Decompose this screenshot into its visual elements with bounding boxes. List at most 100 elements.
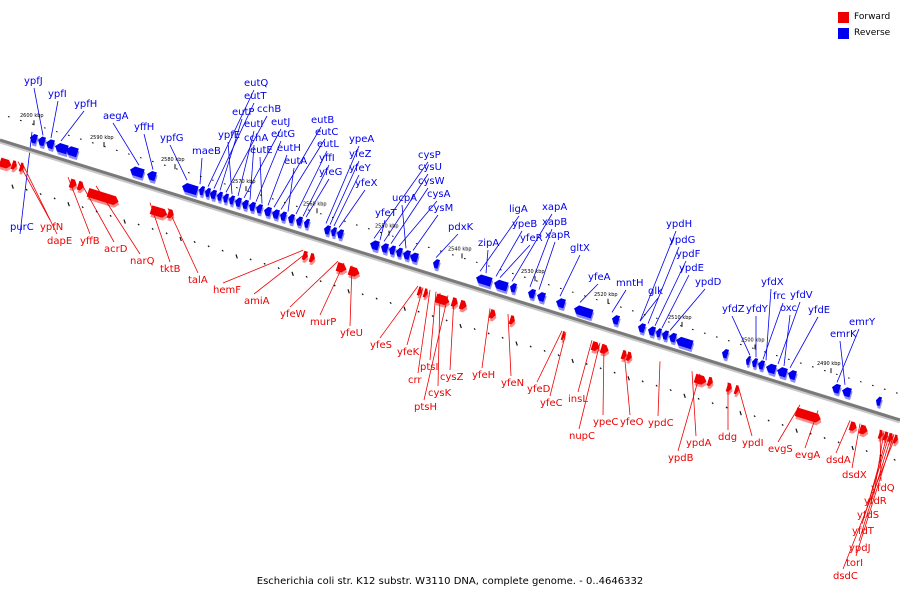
gene-label-insl[interactable]: insL	[568, 394, 588, 405]
reverse-gene-arrow[interactable]	[474, 273, 494, 290]
gene-label-yfea[interactable]: yfeA	[588, 272, 611, 283]
forward-gene-arrow[interactable]	[794, 407, 824, 426]
reverse-gene-arrow[interactable]	[830, 383, 842, 397]
reverse-gene-arrow[interactable]	[278, 211, 289, 224]
gene-label-eutj[interactable]: eutJ	[271, 117, 290, 128]
reverse-gene-arrow[interactable]	[674, 336, 695, 353]
gene-label-cysz[interactable]: cysZ	[440, 372, 464, 383]
gene-label-dsda[interactable]: dsdA	[826, 455, 851, 466]
reverse-gene-arrow[interactable]	[775, 366, 789, 381]
gene-label-frc[interactable]: frc	[773, 291, 786, 302]
reverse-gene-arrow[interactable]	[492, 279, 510, 295]
reverse-gene-arrow[interactable]	[394, 247, 405, 261]
forward-gene-arrow[interactable]	[590, 341, 602, 355]
forward-gene-arrow[interactable]	[458, 299, 470, 314]
forward-gene-arrow[interactable]	[434, 293, 452, 310]
gene-label-eutq[interactable]: eutQ	[244, 78, 268, 89]
gene-label-ypda[interactable]: ypdA	[686, 438, 712, 449]
gene-label-ypdj[interactable]: ypdJ	[849, 543, 871, 554]
gene-label-yfer[interactable]: yfeR	[520, 233, 543, 244]
gene-label-ypde[interactable]: ypdE	[679, 263, 704, 274]
gene-label-ddg[interactable]: ddg	[718, 432, 737, 443]
gene-label-euta[interactable]: eutA	[284, 156, 307, 167]
gene-label-yfex[interactable]: yfeX	[355, 178, 378, 189]
reverse-gene-arrow[interactable]	[401, 249, 413, 263]
reverse-gene-arrow[interactable]	[874, 396, 884, 409]
gene-label-dape[interactable]: dapE	[47, 236, 72, 247]
reverse-gene-arrow[interactable]	[208, 189, 219, 203]
gene-label-oxc[interactable]: oxc	[780, 303, 797, 314]
gene-label-yffb[interactable]: yffB	[80, 236, 100, 247]
forward-gene-arrow[interactable]	[706, 376, 716, 390]
gene-label-evgs[interactable]: evgS	[768, 444, 793, 455]
gene-label-yfdz[interactable]: yfdZ	[722, 304, 745, 315]
reverse-gene-arrow[interactable]	[233, 197, 244, 210]
reverse-gene-arrow[interactable]	[294, 216, 305, 229]
gene-label-nupc[interactable]: nupC	[569, 431, 595, 442]
gene-label-emry[interactable]: emrY	[849, 317, 876, 328]
gene-label-xapa[interactable]: xapA	[542, 202, 567, 213]
gene-label-amia[interactable]: amiA	[244, 296, 270, 307]
gene-label-yfec[interactable]: yfeC	[540, 398, 563, 409]
reverse-gene-arrow[interactable]	[227, 195, 237, 208]
gene-label-yfeu[interactable]: yfeU	[340, 328, 363, 339]
gene-label-crr[interactable]: crr	[408, 375, 422, 386]
gene-label-eutb[interactable]: eutB	[311, 115, 334, 126]
forward-gene-arrow[interactable]	[301, 250, 311, 264]
forward-gene-arrow[interactable]	[10, 160, 20, 173]
gene-label-ccha[interactable]: cchA	[244, 133, 268, 144]
reverse-gene-arrow[interactable]	[408, 251, 420, 266]
gene-label-tktb[interactable]: tktB	[160, 264, 181, 275]
gene-label-dsdc[interactable]: dsdC	[833, 571, 858, 582]
reverse-gene-arrow[interactable]	[667, 332, 679, 346]
gene-label-murp[interactable]: murP	[310, 317, 336, 328]
gene-label-emrk[interactable]: emrK	[830, 329, 857, 340]
gene-label-ypfe[interactable]: ypfE	[218, 130, 240, 141]
gene-label-purc[interactable]: purC	[10, 222, 34, 233]
gene-label-yfen[interactable]: yfeN	[501, 378, 524, 389]
reverse-gene-arrow[interactable]	[335, 228, 346, 242]
forward-gene-arrow[interactable]	[877, 429, 886, 443]
reverse-gene-arrow[interactable]	[840, 386, 853, 401]
forward-gene-arrow[interactable]	[416, 286, 425, 299]
gene-label-ypfg[interactable]: ypfG	[160, 133, 184, 144]
gene-label-cysp[interactable]: cysP	[418, 150, 441, 161]
gene-label-yffh[interactable]: yffH	[134, 122, 154, 133]
gene-label-yfez[interactable]: yfeZ	[349, 149, 372, 160]
reverse-gene-arrow[interactable]	[720, 348, 731, 362]
reverse-gene-arrow[interactable]	[431, 258, 442, 272]
gene-label-ypec[interactable]: ypeC	[593, 417, 618, 428]
reverse-gene-arrow[interactable]	[36, 136, 48, 150]
forward-gene-arrow[interactable]	[308, 252, 318, 266]
reverse-gene-arrow[interactable]	[387, 245, 398, 258]
reverse-gene-arrow[interactable]	[215, 191, 225, 204]
gene-label-yfds[interactable]: yfdS	[857, 510, 879, 521]
gene-label-mnth[interactable]: mntH	[616, 278, 644, 289]
gene-label-ypea[interactable]: ypeA	[349, 134, 374, 145]
forward-gene-arrow[interactable]	[725, 382, 735, 396]
reverse-gene-arrow[interactable]	[535, 291, 547, 305]
reverse-gene-arrow[interactable]	[526, 288, 538, 302]
gene-label-ypfn[interactable]: ypfN	[40, 222, 63, 233]
reverse-gene-arrow[interactable]	[646, 325, 658, 339]
reverse-gene-arrow[interactable]	[286, 213, 297, 227]
reverse-gene-arrow[interactable]	[28, 133, 40, 147]
gene-label-maeb[interactable]: maeB	[192, 146, 221, 157]
gene-label-glk[interactable]: glk	[648, 286, 663, 297]
gene-label-zipa[interactable]: zipA	[478, 238, 499, 249]
gene-label-acrd[interactable]: acrD	[104, 244, 128, 255]
forward-gene-arrow[interactable]	[18, 162, 27, 176]
gene-label-xapr[interactable]: xapR	[545, 230, 570, 241]
reverse-gene-arrow[interactable]	[508, 282, 519, 296]
reverse-gene-arrow[interactable]	[145, 170, 158, 184]
gene-label-ypdc[interactable]: ypdC	[648, 418, 674, 429]
gene-label-cysw[interactable]: cysW	[418, 176, 445, 187]
forward-gene-arrow[interactable]	[76, 180, 87, 194]
forward-gene-arrow[interactable]	[625, 351, 635, 365]
gene-label-yfdt[interactable]: yfdT	[852, 526, 875, 537]
gene-label-ypfj[interactable]: ypfJ	[24, 76, 43, 87]
gene-label-eutl[interactable]: eutL	[317, 139, 339, 150]
gene-label-ypdg[interactable]: ypdG	[669, 235, 695, 246]
gene-label-ypfh[interactable]: ypfH	[74, 99, 97, 110]
gene-label-hemf[interactable]: hemF	[213, 285, 241, 296]
